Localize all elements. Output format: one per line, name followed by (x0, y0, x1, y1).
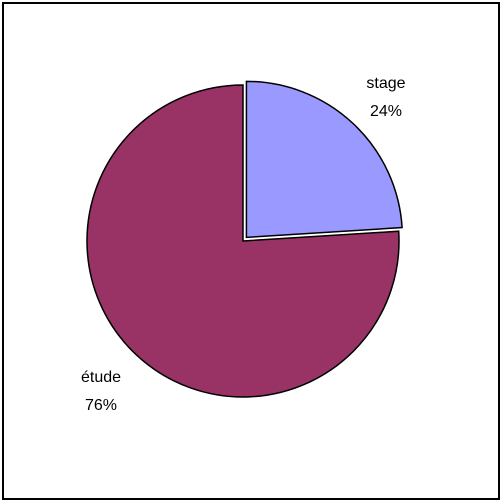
slice-label-etude: étude (81, 369, 121, 386)
slice-value-etude: 76% (85, 397, 117, 414)
pie-slice-stage (245, 80, 403, 239)
slice-value-stage: 24% (370, 103, 402, 120)
pie-slice-etude (86, 84, 400, 398)
slice-label-stage: stage (366, 75, 405, 92)
pie-slices (86, 80, 403, 398)
pie-labels: stage 24% étude 76% (81, 75, 406, 414)
